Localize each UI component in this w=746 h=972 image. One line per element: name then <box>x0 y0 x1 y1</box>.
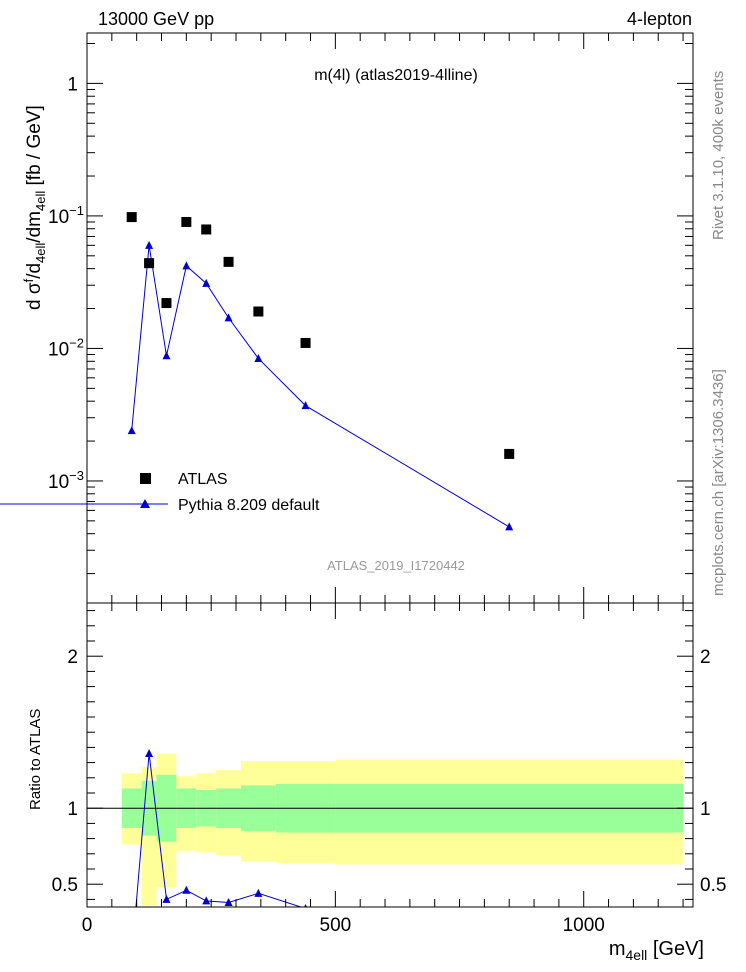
atlas-point <box>181 216 192 227</box>
pythia-point <box>254 353 263 362</box>
main-frame <box>86 32 694 604</box>
atlas-point <box>300 337 311 348</box>
ratio-y-axis-label: Ratio to ATLAS <box>27 709 44 810</box>
legend-marker-pythia <box>140 499 150 508</box>
atlas-point <box>126 212 137 223</box>
ratio-series-group <box>128 748 513 960</box>
pythia-point <box>127 426 136 435</box>
ratio-y-tick-label: 2 <box>67 647 78 668</box>
atlas-point <box>161 298 172 309</box>
ratio-y-tick-label: 1 <box>67 799 78 820</box>
header-left: 13000 GeV pp <box>98 9 214 29</box>
ratio-bands <box>87 753 693 906</box>
pythia-point <box>145 240 154 249</box>
pythia-point <box>202 278 211 287</box>
x-tick-label: 500 <box>320 915 352 936</box>
atlas-point <box>201 224 212 235</box>
atlas-point <box>223 256 234 267</box>
ratio-pythia-point <box>162 894 171 903</box>
ratio-pythia-point <box>304 904 308 907</box>
ratio-pythia-point <box>182 885 191 894</box>
ratio-series <box>128 748 513 960</box>
pythia-point <box>162 351 171 360</box>
pythia-point <box>224 313 233 322</box>
ratio-pythia-point <box>202 896 211 905</box>
main-panel: 10−3 10−2 10−1 1 m(4l) (atlas2019-4lline) A… <box>0 32 694 604</box>
pythia-point <box>505 522 514 531</box>
watermark: ATLAS_2019_I1720442 <box>327 558 465 573</box>
legend-marker-atlas <box>140 473 151 484</box>
y-tick-label: 10−3 <box>48 468 84 493</box>
legend: ATLAS Pythia 8.209 default <box>0 471 320 514</box>
ratio-y-tick-labels: 0.5 0.5 1 1 2 2 <box>52 647 727 896</box>
ratio-frame <box>86 602 694 908</box>
header-right: 4-lepton <box>627 9 692 29</box>
main-y-tick-labels: 10−3 10−2 10−1 1 <box>48 74 84 493</box>
ratio-x-tick-labels: 0 500 1000 <box>82 915 605 936</box>
main-axis-ticks <box>86 33 693 603</box>
legend-label-atlas: ATLAS <box>178 471 228 488</box>
main-title: m(4l) (atlas2019-4lline) <box>314 67 478 84</box>
atlas-point <box>253 306 264 317</box>
legend-label-pythia: Pythia 8.209 default <box>178 497 320 514</box>
y-tick-label: 10−2 <box>48 335 84 360</box>
x-tick-label: 0 <box>82 915 93 936</box>
ratio-pythia-point <box>254 888 263 897</box>
ratio-pythia-point <box>145 748 154 757</box>
y-tick-label: 1 <box>67 74 78 95</box>
x-axis-label: m4ell [GeV] <box>609 938 704 963</box>
y-tick-label: 10−1 <box>48 203 84 228</box>
ratio-y-tick-label-right: 0.5 <box>700 875 726 896</box>
ratio-y-tick-label-right: 1 <box>700 799 711 820</box>
atlas-point <box>504 448 515 459</box>
atlas-point <box>144 258 155 269</box>
ratio-axis-ticks <box>86 603 693 907</box>
ratio-pythia-point <box>128 952 136 960</box>
side-mcplots: mcplots.cern.ch [arXiv:1306.3436] <box>710 369 727 596</box>
pythia-point <box>182 261 191 270</box>
pythia-point <box>301 401 310 410</box>
side-rivet: Rivet 3.1.10, 400k events <box>710 71 727 240</box>
ratio-pythia-point <box>505 913 513 921</box>
ratio-y-tick-label-right: 2 <box>700 647 711 668</box>
main-y-axis-label: d σf/d4ell/dm4ell [fb / GeV] <box>21 105 48 310</box>
ratio-pythia-point <box>224 897 233 906</box>
ratio-panel: 0.5 0.5 1 1 2 2 0 500 1000 Ratio to ATLAS m4ell… <box>27 602 727 963</box>
ratio-y-tick-label: 0.5 <box>52 875 78 896</box>
x-tick-label: 1000 <box>563 915 605 936</box>
main-series <box>126 212 515 531</box>
